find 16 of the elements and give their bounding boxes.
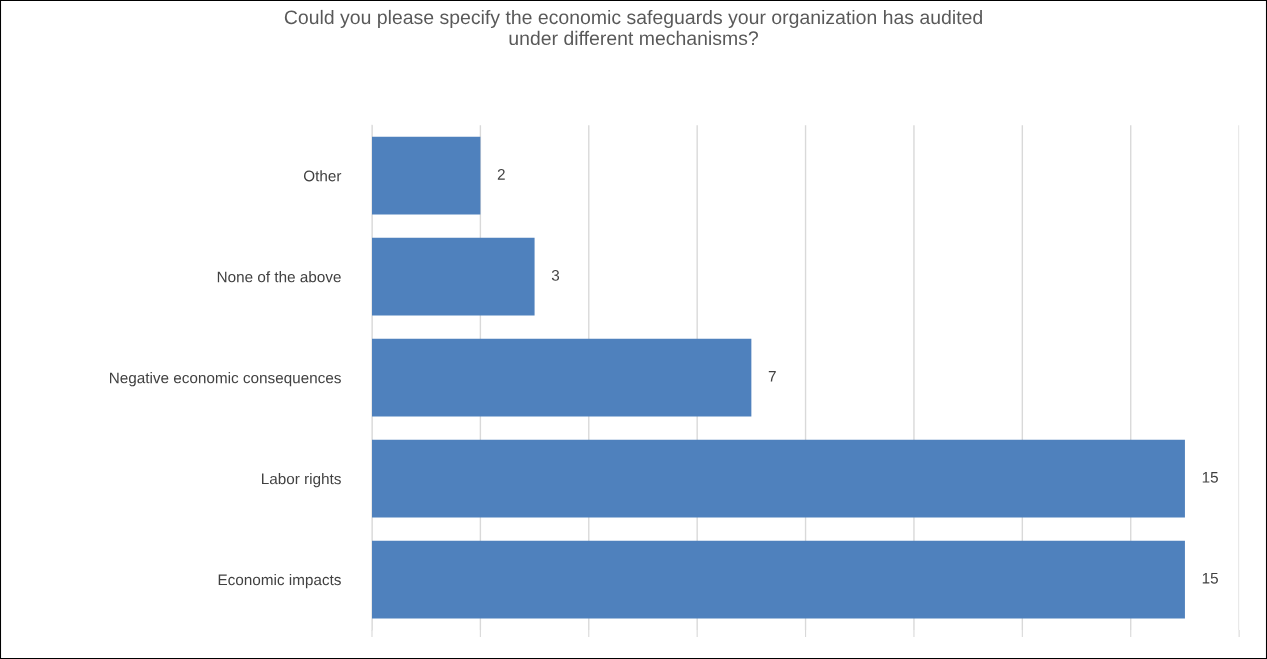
bar: [371, 338, 752, 417]
data-label: 15: [1202, 472, 1218, 483]
bar: [371, 540, 1185, 619]
data-label: 15: [1202, 572, 1218, 584]
y-tick-label: Labor rights: [262, 473, 341, 488]
data-label: 2: [497, 168, 505, 180]
y-tick-label: Economic impacts: [218, 573, 341, 589]
data-label: 3: [551, 269, 560, 281]
chart-title: Could you please specify the economic safeguards your organization has audited under different mechanisms?: [284, 9, 982, 46]
bar: [371, 237, 535, 316]
y-tick-label: Negative economic consequences: [110, 372, 341, 387]
data-label: 7: [768, 371, 776, 382]
bar: [371, 136, 481, 215]
y-tick-label: None of the above: [217, 271, 341, 283]
y-tick-label: Other: [303, 170, 342, 182]
bar: [371, 439, 1185, 518]
